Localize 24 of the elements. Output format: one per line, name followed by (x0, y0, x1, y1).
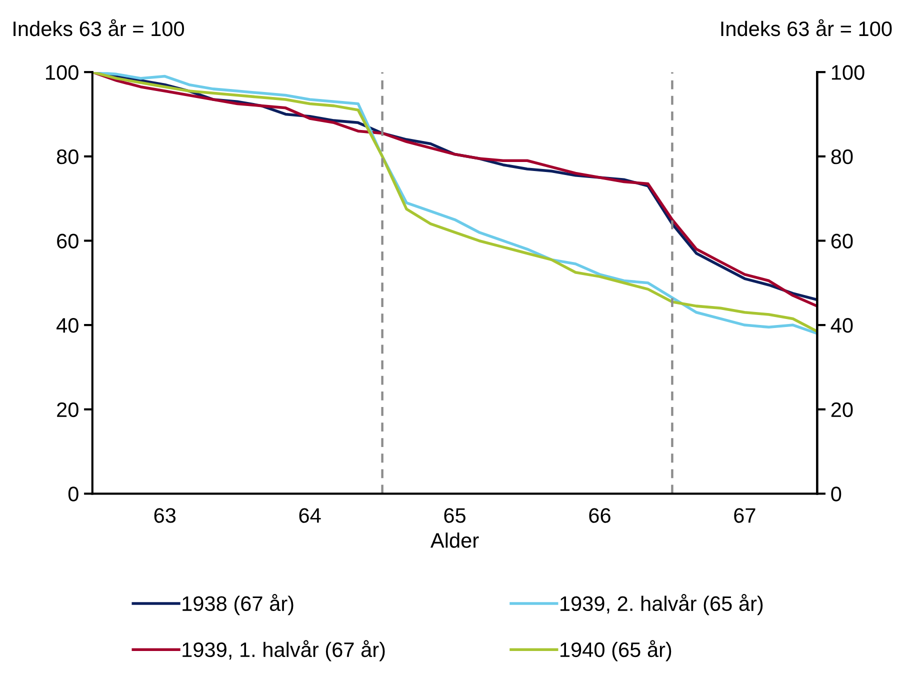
y-tick-label: 60 (57, 234, 78, 248)
y-tick-label: 40 (56, 318, 78, 333)
y2-tick-label: 0 (831, 486, 842, 502)
y2-tick-label: 40 (830, 318, 853, 333)
x-tick-label: 65 (444, 508, 466, 523)
y-tick-label: 100 (46, 65, 78, 80)
y2-axis-title: Indeks 63 år = 100 (721, 19, 892, 36)
y2-tick-label: 60 (831, 234, 853, 248)
x-tick-label: 66 (589, 508, 610, 523)
y-tick-label: 80 (56, 149, 78, 164)
x-tick-label: 64 (299, 508, 321, 523)
y-tick-label: 0 (68, 486, 78, 502)
legend-label: 1939, 1. halvår (67 år) (182, 640, 385, 662)
x-tick-label: 67 (734, 508, 756, 523)
y2-tick-label: 80 (831, 149, 853, 164)
y-axis-title: Indeks 63 år = 100 (14, 19, 184, 36)
legend-label: 1940 (65 år) (560, 640, 672, 662)
x-tick-label: 63 (154, 508, 176, 523)
legend-label: 1939, 2. halvår (65 år) (560, 594, 763, 616)
x-axis-title: Alder (430, 532, 479, 548)
y2-tick-label: 20 (831, 402, 853, 418)
legend-label: 1938 (67 år) (182, 594, 294, 616)
y-tick-label: 20 (57, 402, 78, 418)
y2-tick-label: 100 (832, 65, 864, 80)
